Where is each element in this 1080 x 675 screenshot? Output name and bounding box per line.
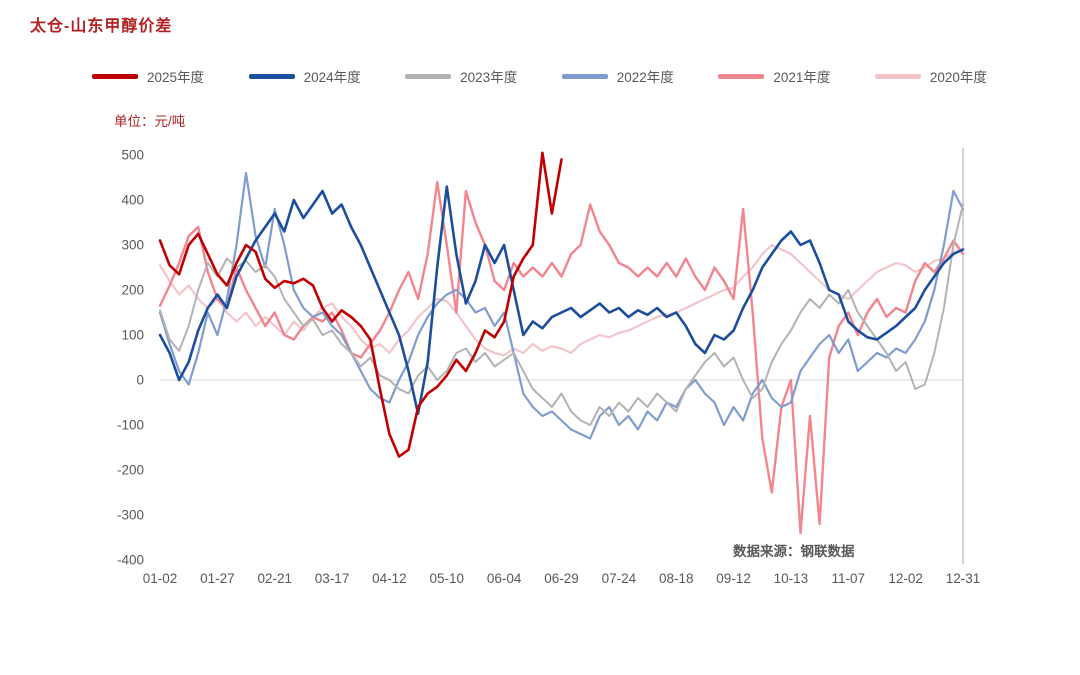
series-line-2021 — [158, 180, 965, 535]
page-title: 太仓-山东甲醇价差 — [30, 18, 173, 35]
x-tick-label: 08-18 — [659, 571, 694, 586]
legend-item-label: 2021年度 — [773, 70, 831, 85]
x-tick-label: 06-29 — [544, 571, 579, 586]
y-tick-label: -100 — [117, 418, 144, 433]
series-line-2022 — [158, 171, 965, 440]
legend-item-2025[interactable]: 2025年度 — [92, 66, 204, 86]
legend-item-label: 2025年度 — [147, 70, 205, 85]
y-tick-label: 100 — [121, 328, 144, 343]
series-line-2025 — [158, 151, 563, 458]
x-tick-label: 07-24 — [602, 571, 637, 586]
legend-item-2024[interactable]: 2024年度 — [248, 66, 361, 86]
y-tick-label: -200 — [117, 463, 144, 478]
legend-swatch — [718, 73, 765, 79]
legend-item-label: 2023年度 — [460, 70, 518, 85]
legend-item-label: 2022年度 — [616, 70, 674, 85]
data-source-label: 数据来源：钢联数据 — [733, 544, 855, 559]
x-tick-label: 04-12 — [372, 571, 407, 586]
x-tick-label: 10-13 — [774, 571, 809, 586]
y-tick-label: 300 — [121, 238, 144, 253]
x-tick-label: 12-31 — [946, 571, 981, 586]
legend: 2025年度 2024年度 2023年度 2022年度 2021年度 2020年度 — [92, 66, 987, 86]
legend-item-2022[interactable]: 2022年度 — [561, 66, 674, 86]
legend-swatch — [92, 73, 138, 79]
legend-item-2020[interactable]: 2020年度 — [874, 66, 987, 86]
x-tick-label: 03-17 — [315, 571, 350, 586]
x-tick-label: 01-02 — [143, 571, 178, 586]
x-tick-label: 05-10 — [430, 571, 465, 586]
x-tick-label: 06-04 — [487, 571, 522, 586]
y-tick-label: 500 — [121, 148, 144, 163]
legend-item-label: 2024年度 — [303, 70, 361, 85]
unit-label: 单位：元/吨 — [114, 114, 186, 129]
y-tick-label: 200 — [121, 283, 144, 298]
series-line-2024 — [158, 185, 965, 416]
x-tick-label: 01-27 — [200, 571, 235, 586]
legend-item-2021[interactable]: 2021年度 — [718, 66, 830, 86]
x-tick-label: 09-12 — [716, 571, 751, 586]
legend-item-label: 2020年度 — [929, 70, 987, 85]
y-tick-label: -400 — [117, 553, 144, 568]
series-line-2023 — [159, 203, 964, 426]
legend-swatch — [405, 73, 452, 79]
y-tick-label: 0 — [136, 373, 144, 388]
legend-swatch — [248, 73, 295, 79]
legend-item-2023[interactable]: 2023年度 — [405, 66, 517, 86]
series-line-2020 — [158, 243, 965, 357]
legend-swatch — [561, 73, 608, 79]
x-tick-label: 12-02 — [888, 571, 923, 586]
x-tick-label: 02-21 — [257, 571, 292, 586]
x-tick-label: 11-07 — [832, 571, 866, 586]
y-tick-label: 400 — [121, 193, 144, 208]
y-tick-label: -300 — [117, 508, 144, 523]
legend-swatch — [874, 73, 921, 79]
